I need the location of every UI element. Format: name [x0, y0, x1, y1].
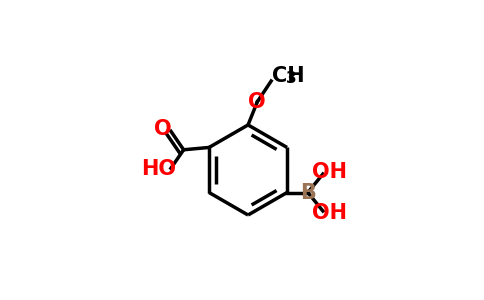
Text: 3: 3 [286, 71, 297, 86]
Text: OH: OH [312, 203, 348, 223]
Text: B: B [300, 182, 316, 203]
Text: O: O [248, 92, 266, 112]
Text: OH: OH [312, 162, 348, 182]
Text: O: O [154, 119, 172, 139]
Text: HO: HO [141, 159, 176, 179]
Text: CH: CH [272, 66, 305, 86]
